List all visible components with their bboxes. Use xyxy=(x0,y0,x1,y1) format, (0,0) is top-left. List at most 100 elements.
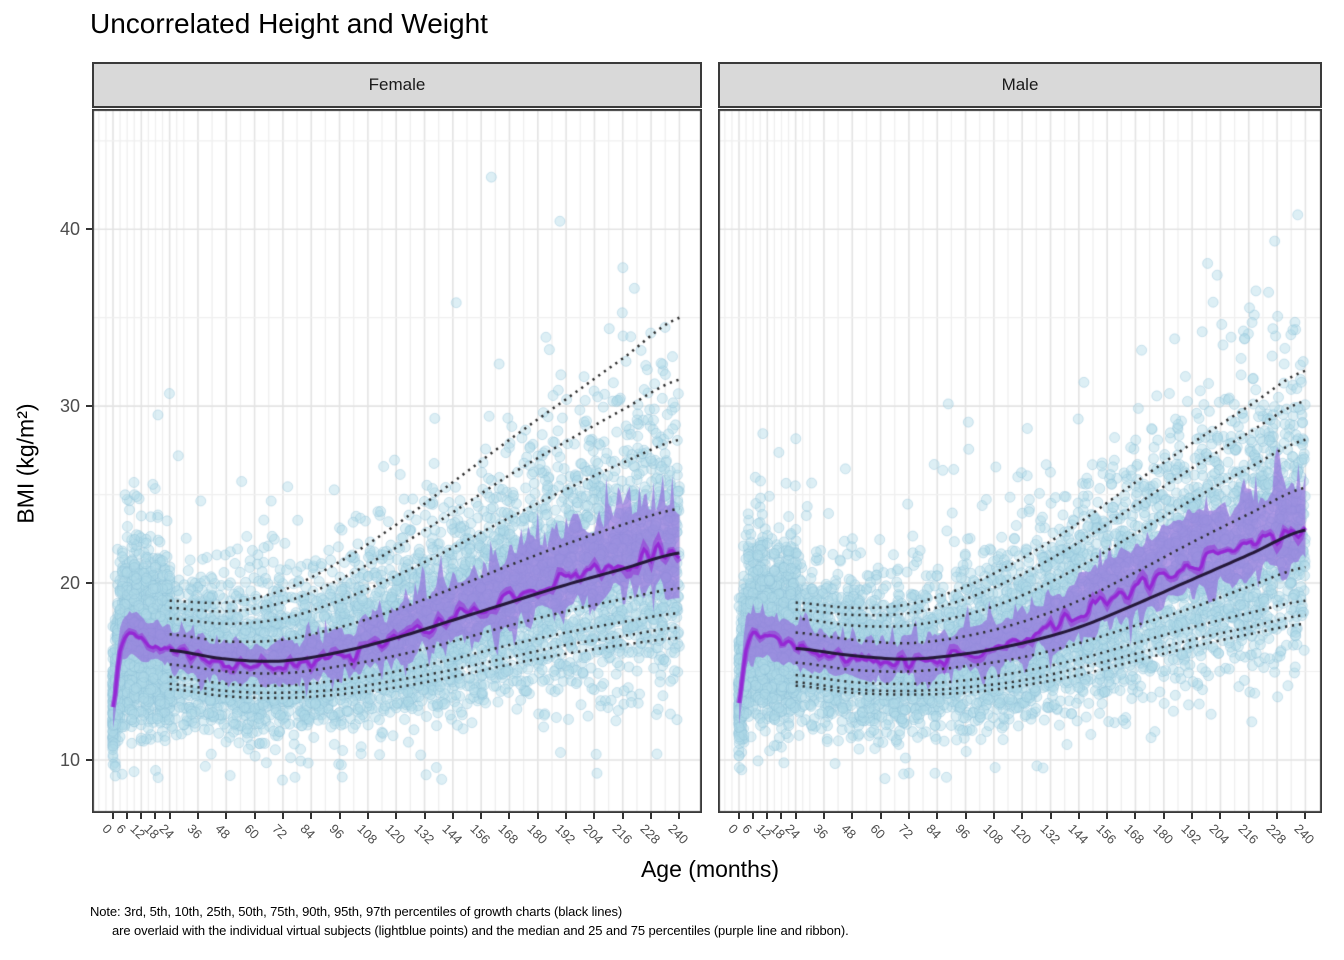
facet-strip-female-label: Female xyxy=(368,75,426,94)
y-axis-tick xyxy=(86,405,92,408)
x-axis-tick xyxy=(621,813,624,819)
x-axis-tick xyxy=(565,813,568,819)
x-axis-tick xyxy=(508,813,511,819)
y-axis-tick xyxy=(86,758,92,761)
x-axis-tick xyxy=(1276,813,1279,819)
note-line-2: are overlaid with the individual virtual… xyxy=(112,922,849,938)
x-tick-label: 48 xyxy=(838,821,860,842)
x-axis-tick xyxy=(1162,813,1165,819)
y-axis-title: BMI (kg/m²) xyxy=(12,403,39,524)
x-axis-tick xyxy=(738,813,740,819)
x-tick-label: 6 xyxy=(739,821,756,837)
male-panel-plot-area xyxy=(718,109,1322,813)
x-axis-tick xyxy=(650,813,653,819)
x-tick-label: 168 xyxy=(1121,821,1148,847)
x-tick-label: 96 xyxy=(325,821,347,842)
x-tick-label: 72 xyxy=(895,821,917,842)
x-axis-tick xyxy=(338,813,341,819)
x-axis-tick xyxy=(112,813,114,819)
x-tick-label: 84 xyxy=(297,821,319,842)
facet-strip-male: Male xyxy=(718,62,1322,108)
x-tick-label: 156 xyxy=(467,821,494,847)
x-axis-tick xyxy=(1021,813,1024,819)
x-tick-label: 84 xyxy=(923,821,945,842)
x-axis-tick xyxy=(1219,813,1222,819)
note-line-1: Note: 3rd, 5th, 10th, 25th, 50th, 75th, … xyxy=(90,904,623,919)
x-axis-tick xyxy=(168,813,171,819)
x-tick-label: 180 xyxy=(1150,821,1177,847)
x-axis-tick xyxy=(851,813,854,819)
x-axis-tick xyxy=(395,813,398,819)
x-axis-tick xyxy=(366,813,369,819)
x-tick-label: 192 xyxy=(552,821,579,847)
x-tick-label: 240 xyxy=(665,821,692,847)
y-tick-label: 30 xyxy=(59,396,80,417)
x-tick-label: 120 xyxy=(1008,821,1035,847)
x-axis-tick xyxy=(126,813,129,819)
x-tick-label: 108 xyxy=(354,821,381,847)
x-axis-tick xyxy=(1191,813,1194,819)
x-axis-tick xyxy=(536,813,539,819)
x-tick-label: 0 xyxy=(99,821,116,837)
x-axis-tick xyxy=(451,813,454,819)
x-tick-label: 132 xyxy=(1036,821,1063,847)
x-axis-tick xyxy=(480,813,483,819)
x-tick-label: 156 xyxy=(1093,821,1120,847)
x-tick-label: 0 xyxy=(725,821,742,837)
x-tick-label: 204 xyxy=(1206,821,1233,847)
x-tick-label: 180 xyxy=(524,821,551,847)
x-tick-label: 36 xyxy=(810,821,832,842)
y-tick-label: 40 xyxy=(59,219,80,240)
x-axis-tick xyxy=(1106,813,1109,819)
y-tick-label: 10 xyxy=(59,749,80,770)
x-axis-tick xyxy=(780,813,783,819)
x-axis-tick xyxy=(140,813,143,819)
x-axis-tick xyxy=(253,813,256,819)
facet-strip-female: Female xyxy=(92,62,702,108)
x-axis-tick xyxy=(593,813,596,819)
x-axis-tick xyxy=(752,813,755,819)
x-axis-tick xyxy=(766,813,769,819)
x-tick-label: 96 xyxy=(951,821,973,842)
x-axis-tick xyxy=(879,813,882,819)
x-tick-label: 60 xyxy=(866,821,888,842)
x-tick-label: 240 xyxy=(1291,821,1318,847)
x-axis-tick xyxy=(678,813,681,819)
x-tick-label: 48 xyxy=(212,821,234,842)
y-axis-tick xyxy=(86,582,92,585)
x-axis-tick xyxy=(225,813,228,819)
x-axis-tick xyxy=(1134,813,1137,819)
x-tick-label: 192 xyxy=(1178,821,1205,847)
x-axis-tick xyxy=(310,813,313,819)
x-tick-label: 24 xyxy=(156,821,177,842)
y-tick-label: 20 xyxy=(59,573,80,594)
x-axis-tick xyxy=(964,813,967,819)
x-axis-tick xyxy=(154,813,157,819)
y-axis-tick xyxy=(86,228,92,231)
x-tick-label: 144 xyxy=(1065,821,1092,847)
x-axis-tick xyxy=(822,813,825,819)
x-tick-label: 132 xyxy=(410,821,437,847)
x-tick-label: 228 xyxy=(1263,821,1290,847)
female-panel-plot-area xyxy=(92,109,702,813)
x-tick-label: 6 xyxy=(113,821,130,837)
chart-title: Uncorrelated Height and Weight xyxy=(90,8,488,39)
x-tick-label: 72 xyxy=(269,821,291,842)
facet-strip-male-label: Male xyxy=(1001,75,1039,94)
x-axis-tick xyxy=(1077,813,1080,819)
x-axis-tick xyxy=(1304,813,1307,819)
x-axis-tick xyxy=(1049,813,1052,819)
x-tick-label: 120 xyxy=(382,821,409,847)
x-tick-label: 108 xyxy=(980,821,1007,847)
x-tick-label: 204 xyxy=(580,821,607,847)
x-axis-tick xyxy=(196,813,199,819)
x-tick-label: 168 xyxy=(495,821,522,847)
x-tick-label: 24 xyxy=(782,821,803,842)
x-axis-tick xyxy=(907,813,910,819)
x-axis-title: Age (months) xyxy=(640,856,780,882)
x-axis-tick xyxy=(794,813,797,819)
figure-note: Note: 3rd, 5th, 10th, 25th, 50th, 75th, … xyxy=(90,903,849,941)
x-axis-tick xyxy=(281,813,284,819)
x-tick-label: 144 xyxy=(439,821,466,847)
